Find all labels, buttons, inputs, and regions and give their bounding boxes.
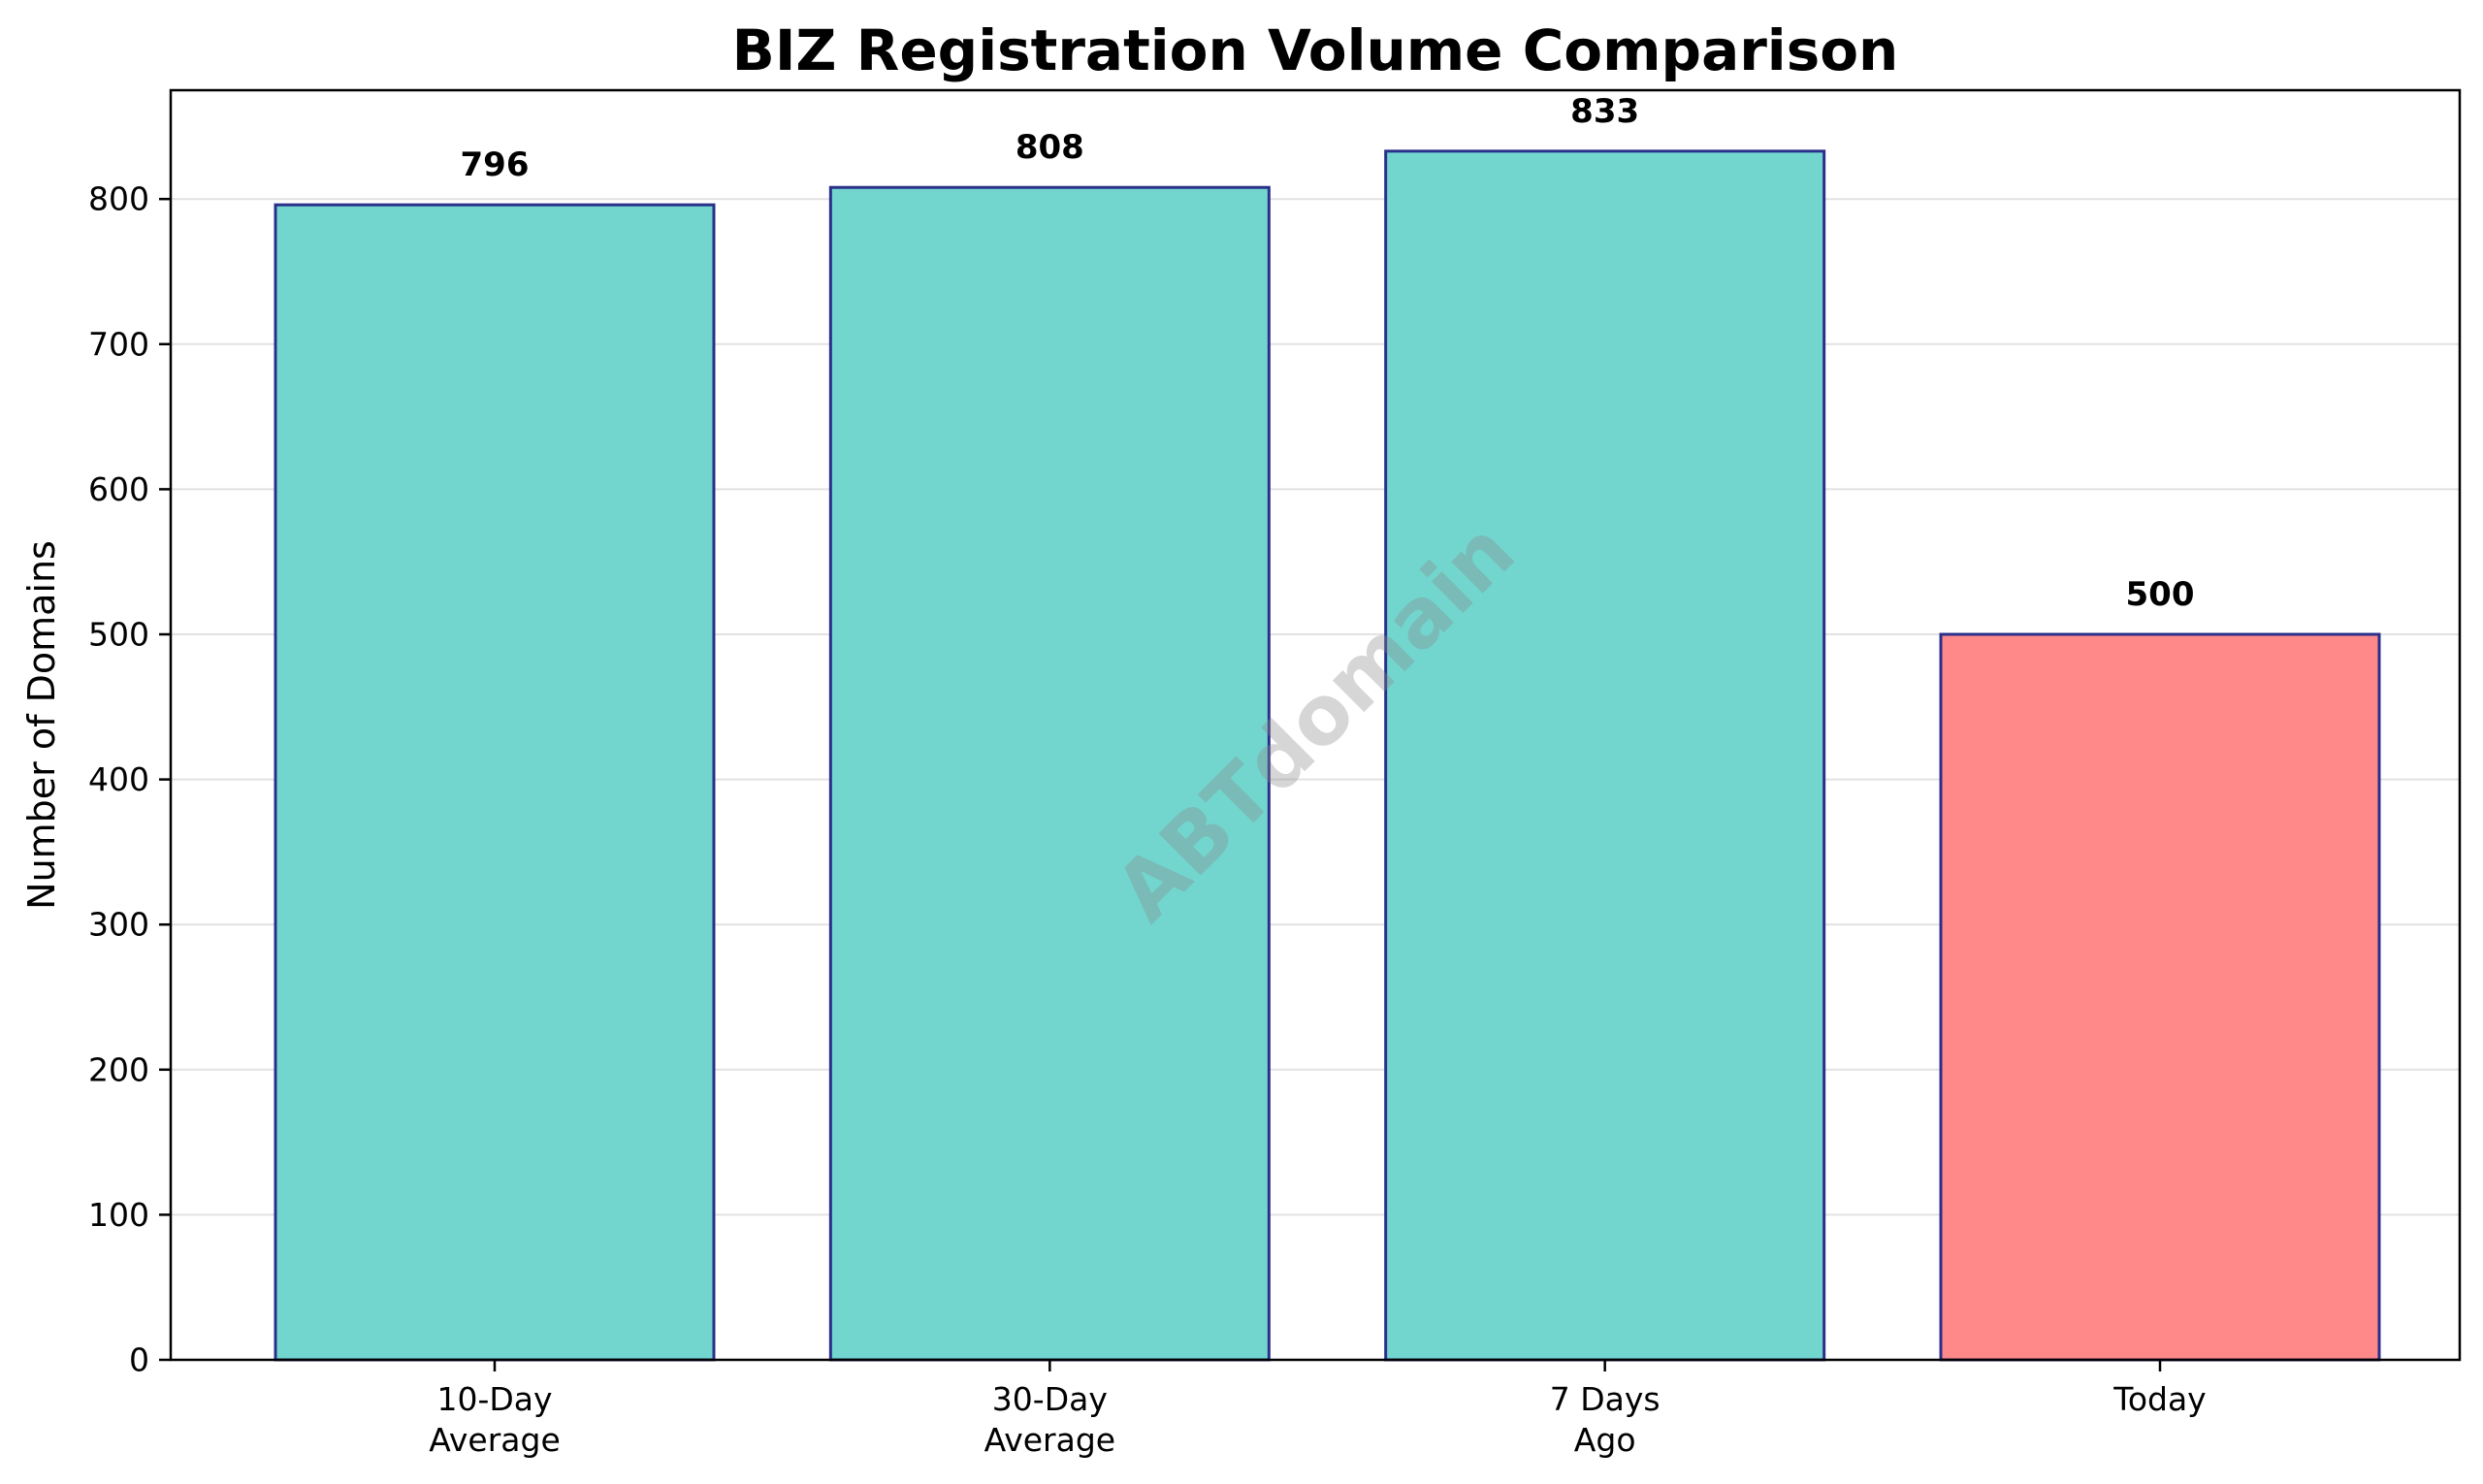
x-tick-label-line: Average	[429, 1421, 561, 1459]
bar	[1384, 149, 1826, 1362]
chart-title: BIZ Registration Volume Comparison	[732, 17, 1899, 83]
x-tick-label-line: Today	[2112, 1380, 2206, 1418]
data-label: 796	[461, 145, 530, 184]
x-tick-label: 7 Days Ago	[1550, 1380, 1661, 1459]
data-label: 833	[1570, 92, 1639, 131]
x-tick-label-line: Average	[984, 1421, 1116, 1459]
bars	[274, 149, 2381, 1362]
y-tick-label: 100	[88, 1196, 149, 1234]
y-tick-label: 700	[88, 325, 149, 363]
y-tick-label: 500	[88, 616, 149, 654]
y-tick-label: 400	[88, 760, 149, 798]
y-axis-ticks: 0 100 200 300 400 500 600 700 800	[88, 180, 171, 1379]
x-tick-label: Today	[2112, 1380, 2206, 1418]
data-labels: 796 808 833 500	[461, 92, 2195, 614]
data-label: 808	[1016, 128, 1084, 167]
y-tick-label: 200	[88, 1050, 149, 1088]
plot-frame	[169, 88, 2462, 1362]
y-tick-label: 300	[88, 906, 149, 944]
x-tick-label: 30-Day Average	[984, 1380, 1116, 1459]
x-tick-label-line: 7 Days	[1550, 1380, 1661, 1418]
bar	[274, 203, 716, 1362]
bar	[1939, 632, 2381, 1362]
y-axis-label: Number of Domains	[20, 540, 63, 910]
y-tick-label: 0	[129, 1341, 149, 1379]
y-tick-label: 800	[88, 180, 149, 218]
y-tick-label: 600	[88, 470, 149, 508]
x-tick-label: 10-Day Average	[429, 1380, 561, 1459]
data-label: 500	[2126, 575, 2195, 614]
x-tick-label-line: 10-Day	[436, 1380, 552, 1418]
x-tick-label-line: Ago	[1574, 1421, 1636, 1459]
bar	[828, 185, 1271, 1362]
x-tick-label-line: 30-Day	[992, 1380, 1108, 1418]
